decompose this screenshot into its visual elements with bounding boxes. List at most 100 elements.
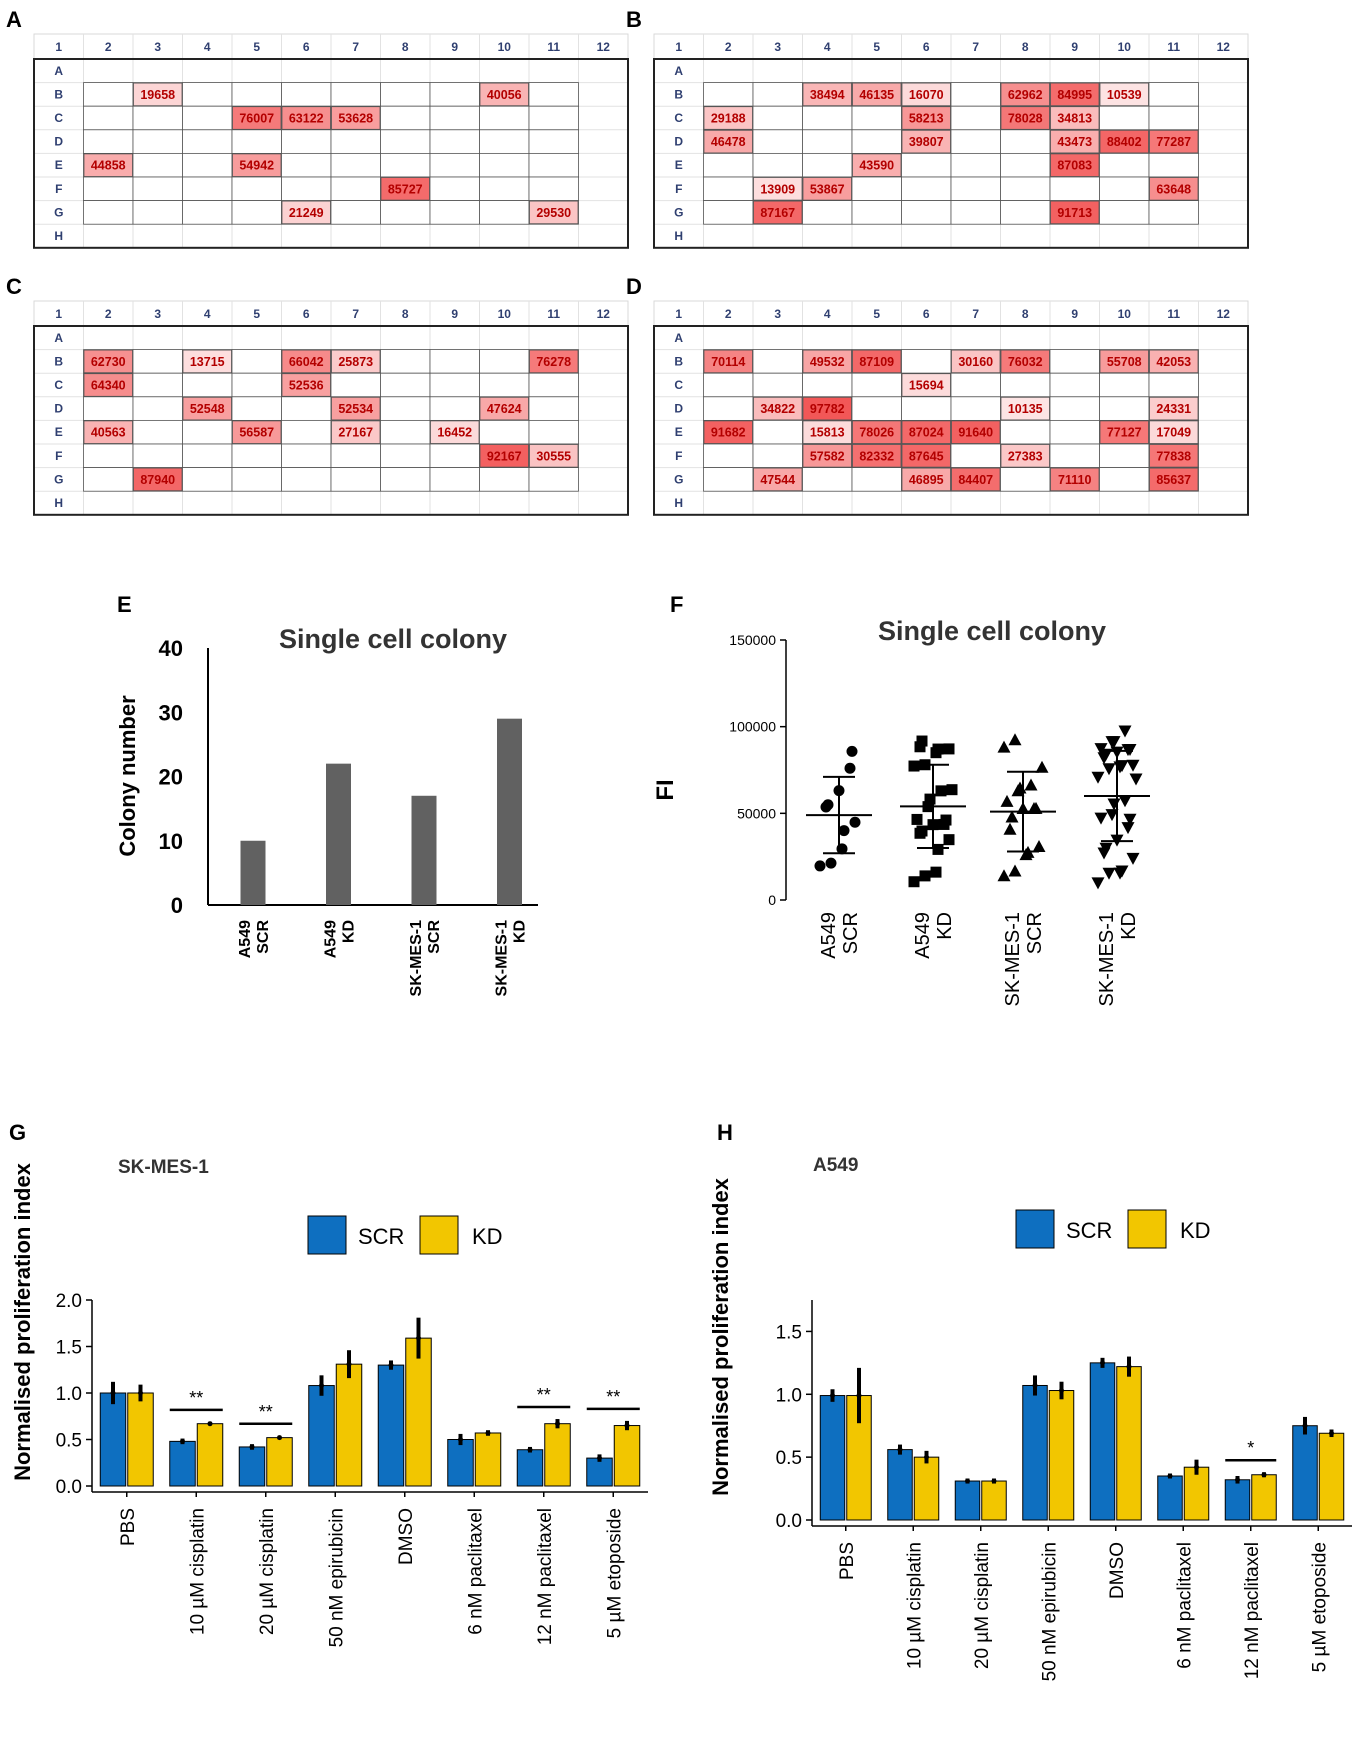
well <box>132 396 183 421</box>
panel-label: G <box>9 1120 26 1145</box>
well <box>330 467 381 492</box>
x-tick-label: 6 nM paclitaxel <box>1174 1542 1195 1669</box>
well-filled <box>753 396 803 421</box>
x-tick-label-group: 12 nM paclitaxel <box>1242 1542 1263 1679</box>
well <box>528 396 579 421</box>
chart-title: Single cell colony <box>878 616 1106 646</box>
well <box>182 82 233 107</box>
column-header: 11 <box>1167 307 1180 321</box>
x-tick-label: SCR <box>255 920 272 954</box>
well-filled <box>331 396 381 421</box>
error-bar-point <box>1261 1472 1267 1478</box>
scatter-point <box>1115 865 1129 878</box>
well <box>281 82 332 107</box>
well-value: 43473 <box>1057 135 1092 149</box>
well-filled <box>1099 82 1149 107</box>
well <box>1000 467 1051 492</box>
well-filled <box>1149 177 1199 201</box>
x-tick-label: SCR <box>1024 912 1046 954</box>
bar <box>326 763 351 905</box>
bar-scr <box>377 1364 405 1487</box>
well-filled <box>430 420 480 444</box>
x-tick-label-group: 50 nM epirubicin <box>326 1508 347 1647</box>
well-filled <box>331 420 381 444</box>
column-header: 1 <box>675 40 682 54</box>
well <box>330 200 381 225</box>
column-header: 5 <box>873 40 880 54</box>
column-header: 5 <box>253 40 260 54</box>
column-header: 7 <box>972 307 979 321</box>
x-tick-label-group: DMSO <box>396 1508 417 1565</box>
well-filled <box>951 349 1001 374</box>
well <box>703 396 754 421</box>
well-filled <box>1050 82 1100 107</box>
panel-label: D <box>626 274 642 299</box>
well-value: 63648 <box>1156 182 1191 196</box>
well-filled <box>83 153 133 177</box>
well-filled <box>133 82 183 107</box>
scatter-point <box>1121 822 1135 835</box>
well-value: 56587 <box>239 426 274 440</box>
well <box>330 152 381 178</box>
scatter-point <box>908 760 920 772</box>
well-filled <box>802 420 852 444</box>
well <box>528 372 579 398</box>
y-tick-label: 0.5 <box>776 1448 802 1469</box>
well-value: 87167 <box>760 206 795 220</box>
well <box>1148 82 1199 107</box>
error-bar-point <box>555 1421 560 1427</box>
column-header: 12 <box>1217 307 1231 321</box>
error-bar-point <box>1032 1382 1038 1388</box>
well <box>1000 419 1051 445</box>
x-tick-label: KD <box>1118 912 1140 940</box>
well <box>752 349 803 374</box>
well-value: 16452 <box>437 426 472 440</box>
column-header: 7 <box>352 307 359 321</box>
x-tick-label-group: 5 µM etoposide <box>1309 1542 1330 1672</box>
well <box>752 419 803 445</box>
well <box>1000 372 1051 398</box>
row-header: H <box>54 229 63 243</box>
y-tick-label: 1.0 <box>56 1384 82 1405</box>
well <box>1049 176 1100 202</box>
scatter-point <box>1032 840 1046 853</box>
well-filled <box>281 349 331 374</box>
scatter-point <box>911 813 923 825</box>
well <box>528 82 579 107</box>
scatter-point <box>825 857 837 869</box>
well-value: 42053 <box>1156 355 1191 369</box>
well <box>479 105 530 131</box>
x-tick-label: 12 nM paclitaxel <box>1242 1542 1263 1679</box>
scatter-point <box>908 876 920 888</box>
x-tick-label: SCR <box>840 912 862 954</box>
x-tick-label: 20 µM cisplatin <box>972 1542 993 1669</box>
well-value: 47624 <box>487 402 522 416</box>
well <box>182 419 233 445</box>
well-value: 44858 <box>91 159 126 173</box>
scatter-point <box>930 866 942 878</box>
well <box>83 129 134 154</box>
x-tick-label-group: 5 µM etoposide <box>604 1508 625 1638</box>
well <box>802 200 853 225</box>
scatter-point <box>844 762 856 774</box>
well-value: 76007 <box>239 112 274 126</box>
column-header: 6 <box>303 307 310 321</box>
significance-label: ** <box>259 1402 273 1422</box>
x-tick-label: A549 <box>237 920 254 958</box>
y-tick-label: 10 <box>159 829 183 854</box>
well <box>752 82 803 107</box>
row-header: G <box>54 205 63 219</box>
well <box>83 467 134 492</box>
well-value: 87024 <box>909 426 944 440</box>
panel-label: F <box>670 592 683 617</box>
legend-swatch-kd <box>1127 1209 1167 1249</box>
well <box>703 443 754 469</box>
error-bar-point <box>1126 1364 1132 1370</box>
scatter-point <box>914 741 926 753</box>
well-value: 53628 <box>338 112 373 126</box>
scatter-point <box>1035 760 1049 773</box>
well <box>330 443 381 469</box>
well <box>752 443 803 469</box>
well <box>380 105 431 131</box>
